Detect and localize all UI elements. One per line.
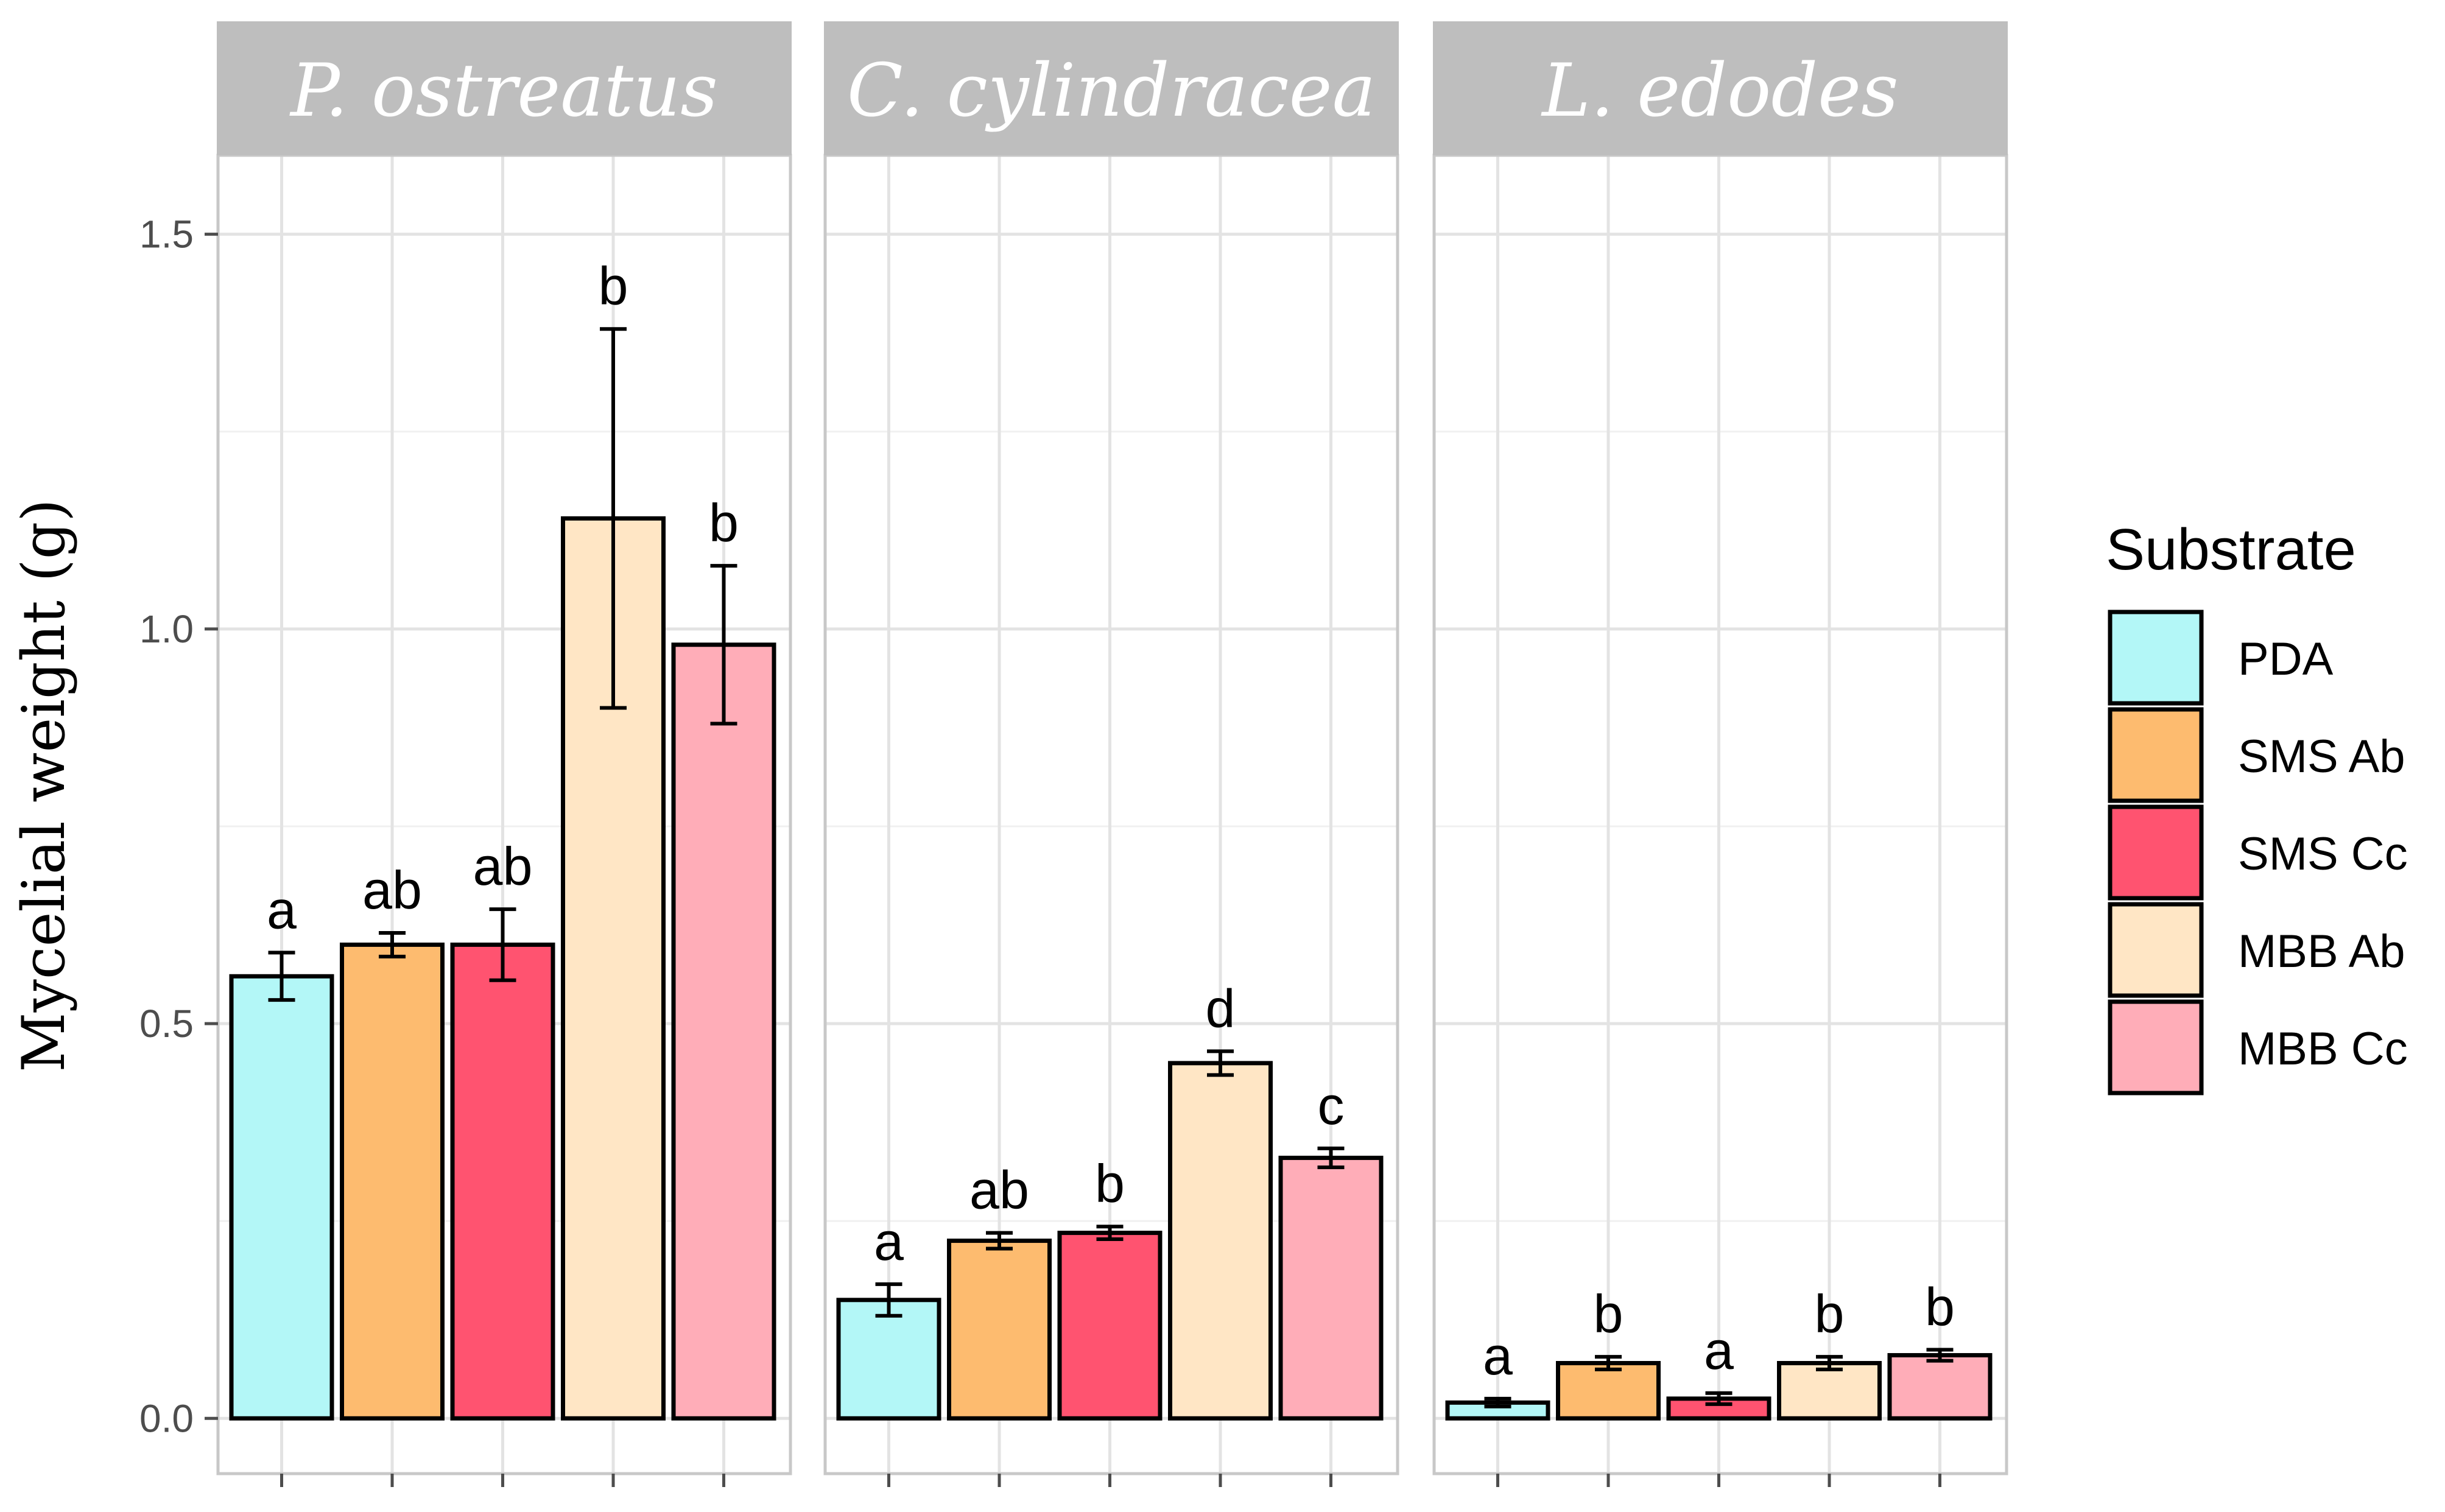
significance-label: b [1815,1284,1845,1344]
facet-strip [824,21,1399,155]
legend-label: PDA [2238,633,2334,685]
legend-key [2108,999,2204,1095]
significance-label: ab [473,836,533,896]
facet-title: L. edodes [1541,49,1898,133]
bar [671,642,776,1421]
legend-key [2108,610,2204,706]
facet-title: C. cylindracea [847,49,1376,133]
legend-label: SMS Ab [2238,731,2405,782]
significance-label: b [1594,1284,1624,1344]
bar [229,974,334,1421]
bar [450,942,555,1421]
legend-key [2108,707,2204,803]
bar [1556,1361,1661,1421]
legend-key [2108,902,2204,998]
legend-label: SMS Cc [2238,828,2408,880]
significance-label: ab [969,1160,1029,1220]
y-axis: 0.0 0.5 1.0 1.5 [139,213,1941,1487]
legend-key [2108,804,2204,901]
y-tick-label: 0.5 [139,1002,194,1046]
significance-label: b [709,493,739,553]
facet-title: P. ostreatus [289,49,718,133]
significance-label: a [874,1211,904,1271]
bar [1168,1061,1273,1421]
bar [340,942,445,1421]
significance-label: ab [362,860,422,920]
y-axis-title: Mycelial weight (g) [10,499,78,1072]
significance-label: a [1704,1320,1734,1380]
significance-label: a [1483,1326,1513,1386]
significance-label: c [1318,1075,1345,1136]
legend-label: MBB Ab [2238,926,2405,977]
facet-strip [1433,21,2008,155]
significance-label: b [599,256,628,316]
y-tick-label: 1.0 [139,607,194,651]
facet-strip [217,21,792,155]
y-tick-label: 0.0 [139,1396,194,1440]
significance-label: d [1206,978,1236,1038]
legend: Substrate PDA SMS Ab SMS Cc MBB Ab MBB Cc [2106,517,2408,1095]
bar [1777,1361,1882,1421]
significance-label: b [1925,1276,1955,1337]
bar [1057,1231,1163,1421]
significance-label: a [267,879,297,940]
facet-strips: P. ostreatus C. cylindracea L. edodes [217,21,2008,155]
legend-title: Substrate [2106,517,2356,582]
bar [836,1298,941,1421]
legend-label: MBB Cc [2238,1023,2408,1075]
bar [1887,1353,1993,1421]
y-tick-label: 1.5 [139,213,194,256]
bar [947,1239,1052,1421]
bar [1278,1155,1384,1421]
significance-label: b [1095,1153,1125,1214]
